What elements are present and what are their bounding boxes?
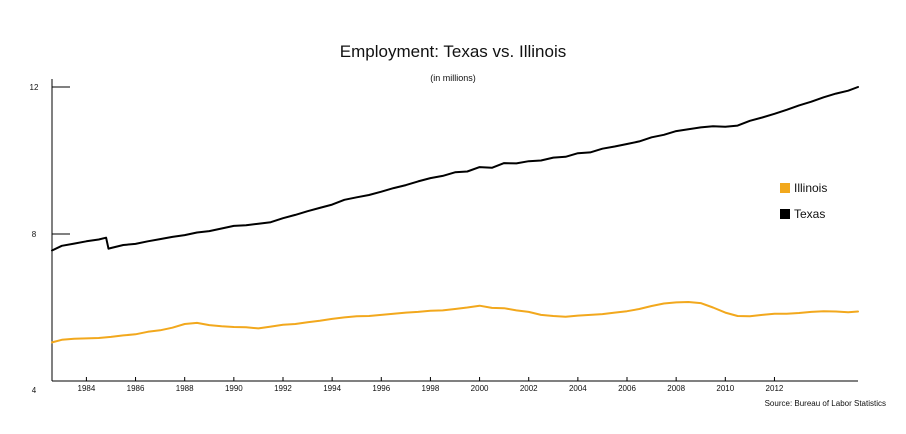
x-tick-label: 1990 bbox=[225, 384, 243, 393]
x-tick-label: 2002 bbox=[520, 384, 538, 393]
x-tick-label: 1988 bbox=[176, 384, 194, 393]
legend-swatch-illinois bbox=[780, 183, 790, 193]
series-line-illinois bbox=[51, 301, 859, 344]
x-axis: 1984 1986 1988 1990 1992 1994 1996 1998 2000 2002… bbox=[52, 377, 858, 393]
legend: Illinois Texas bbox=[780, 181, 827, 221]
y-tick-label: 12 bbox=[30, 83, 39, 92]
legend-swatch-texas bbox=[780, 209, 790, 219]
y-axis: 4 8 12 bbox=[30, 79, 70, 395]
chart-title: Employment: Texas vs. Illinois bbox=[340, 42, 566, 61]
x-tick-label: 1996 bbox=[372, 384, 390, 393]
chart-subtitle: (in millions) bbox=[430, 73, 476, 83]
legend-label-illinois: Illinois bbox=[794, 181, 827, 195]
x-tick-label: 1992 bbox=[274, 384, 292, 393]
series-line-texas bbox=[51, 86, 859, 252]
x-tick-label: 2006 bbox=[618, 384, 636, 393]
x-tick-label: 2008 bbox=[667, 384, 685, 393]
legend-label-texas: Texas bbox=[794, 207, 825, 221]
x-tick-label: 2000 bbox=[471, 384, 489, 393]
x-tick-label: 1998 bbox=[422, 384, 440, 393]
y-tick-label: 8 bbox=[32, 230, 37, 239]
x-tick-label: 2010 bbox=[716, 384, 734, 393]
x-tick-label: 1994 bbox=[323, 384, 341, 393]
x-tick-label: 1984 bbox=[78, 384, 96, 393]
series-layer bbox=[51, 86, 859, 344]
y-tick-label: 4 bbox=[32, 386, 37, 395]
x-tick-label: 1986 bbox=[127, 384, 145, 393]
source-note: Source: Bureau of Labor Statistics bbox=[765, 399, 886, 408]
x-tick-label: 2012 bbox=[766, 384, 784, 393]
x-tick-label: 2004 bbox=[569, 384, 587, 393]
